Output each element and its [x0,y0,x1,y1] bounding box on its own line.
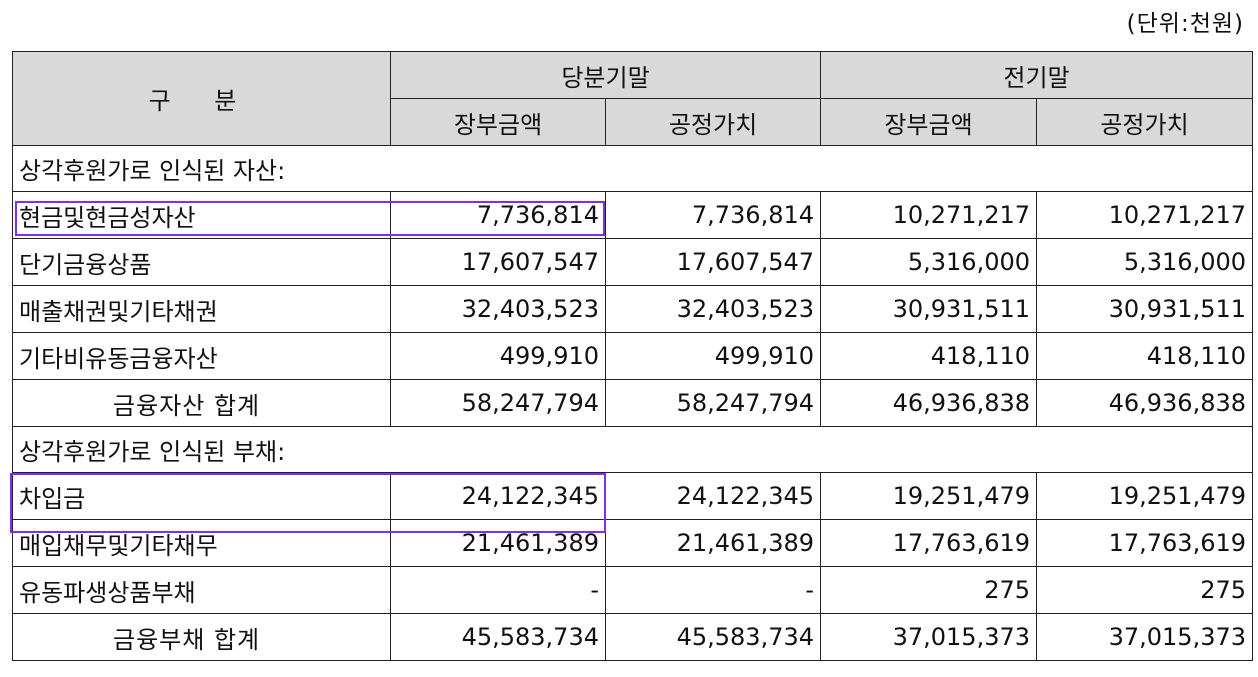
cur-book-cell: 499,910 [390,332,606,380]
financial-instruments-table: 구 분 당분기말 전기말 장부금액 공정가치 장부금액 공정가치 상각후원가로 … [11,51,1254,661]
prev-fair-cell: 275 [1036,566,1254,614]
prev-book-cell: 19,251,479 [820,472,1038,520]
cur-fair-cell: 24,122,345 [604,472,822,520]
prev-book-cell: 46,936,838 [820,379,1038,427]
prev-fair-cell: 418,110 [1036,332,1254,380]
prev-book-cell: 30,931,511 [820,285,1038,333]
cur-book-cell: 58,247,794 [390,379,606,427]
prev-fair-cell: 19,251,479 [1036,472,1254,520]
section-title: 상각후원가로 인식된 부채: [11,426,1254,473]
prev-book-cell: 5,316,000 [820,238,1038,286]
header-current-book-value: 장부금액 [390,98,606,146]
table-row: 기타비유동금융자산 499,910 499,910 418,110 418,11… [12,332,1254,380]
total-label: 금융부채 합계 [12,613,391,661]
row-label: 단기금융상품 [12,238,391,286]
prev-book-cell: 418,110 [820,332,1038,380]
header-prior-book-value: 장부금액 [820,98,1038,146]
prev-fair-cell: 46,936,838 [1036,379,1254,427]
row-label: 매입채무및기타채무 [12,519,391,567]
prev-fair-cell: 5,316,000 [1036,238,1254,286]
cur-book-cell: 17,607,547 [390,238,606,286]
section-title: 상각후원가로 인식된 자산: [11,145,1254,192]
prev-book-cell: 275 [820,566,1038,614]
table-row: 차입금 24,122,345 24,122,345 19,251,479 19,… [12,472,1254,520]
cur-fair-cell: 45,583,734 [604,613,822,661]
cur-book-cell: 32,403,523 [390,285,606,333]
table-row: 유동파생상품부채 - - 275 275 [12,566,1254,614]
prev-book-cell: 37,015,373 [820,613,1038,661]
total-row: 금융자산 합계 58,247,794 58,247,794 46,936,838… [12,379,1254,427]
cur-fair-cell: 21,461,389 [604,519,822,567]
row-label: 차입금 [12,472,391,520]
prev-fair-cell: 37,015,373 [1036,613,1254,661]
cur-book-cell: 7,736,814 [390,191,606,239]
header-current-period: 당분기말 [389,51,822,99]
unit-label: (단위:천원) [1126,11,1244,37]
cur-fair-cell: 17,607,547 [604,238,822,286]
cur-fair-cell: 499,910 [604,332,822,380]
cur-fair-cell: 7,736,814 [604,191,822,239]
cur-book-cell: - [390,566,606,614]
prev-fair-cell: 10,271,217 [1036,191,1254,239]
cur-book-cell: 21,461,389 [390,519,606,567]
cur-fair-cell: 32,403,523 [604,285,822,333]
prev-book-cell: 10,271,217 [820,191,1038,239]
header-current-fair-value: 공정가치 [604,98,822,146]
row-label: 매출채권및기타채권 [12,285,391,333]
row-label: 현금및현금성자산 [12,191,391,239]
total-row: 금융부채 합계 45,583,734 45,583,734 37,015,373… [12,613,1254,661]
table-row: 단기금융상품 17,607,547 17,607,547 5,316,000 5… [12,238,1254,286]
table-row: 현금및현금성자산 7,736,814 7,736,814 10,271,217 … [12,191,1254,239]
row-label: 유동파생상품부채 [12,566,391,614]
prev-fair-cell: 30,931,511 [1036,285,1254,333]
cur-book-cell: 24,122,345 [390,472,606,520]
cur-fair-cell: - [604,566,822,614]
cur-book-cell: 45,583,734 [390,613,606,661]
prev-book-cell: 17,763,619 [820,519,1038,567]
header-category: 구 분 [12,51,391,146]
cur-fair-cell: 58,247,794 [604,379,822,427]
table-row: 매출채권및기타채권 32,403,523 32,403,523 30,931,5… [12,285,1254,333]
section-assets-row: 상각후원가로 인식된 자산: [11,145,1254,192]
header-prior-fair-value: 공정가치 [1036,98,1254,146]
header-prior-period: 전기말 [820,51,1254,99]
row-label: 기타비유동금융자산 [12,332,391,380]
section-liabilities-row: 상각후원가로 인식된 부채: [11,426,1254,473]
table-row: 매입채무및기타채무 21,461,389 21,461,389 17,763,6… [12,519,1254,567]
total-label: 금융자산 합계 [12,379,391,427]
prev-fair-cell: 17,763,619 [1036,519,1254,567]
